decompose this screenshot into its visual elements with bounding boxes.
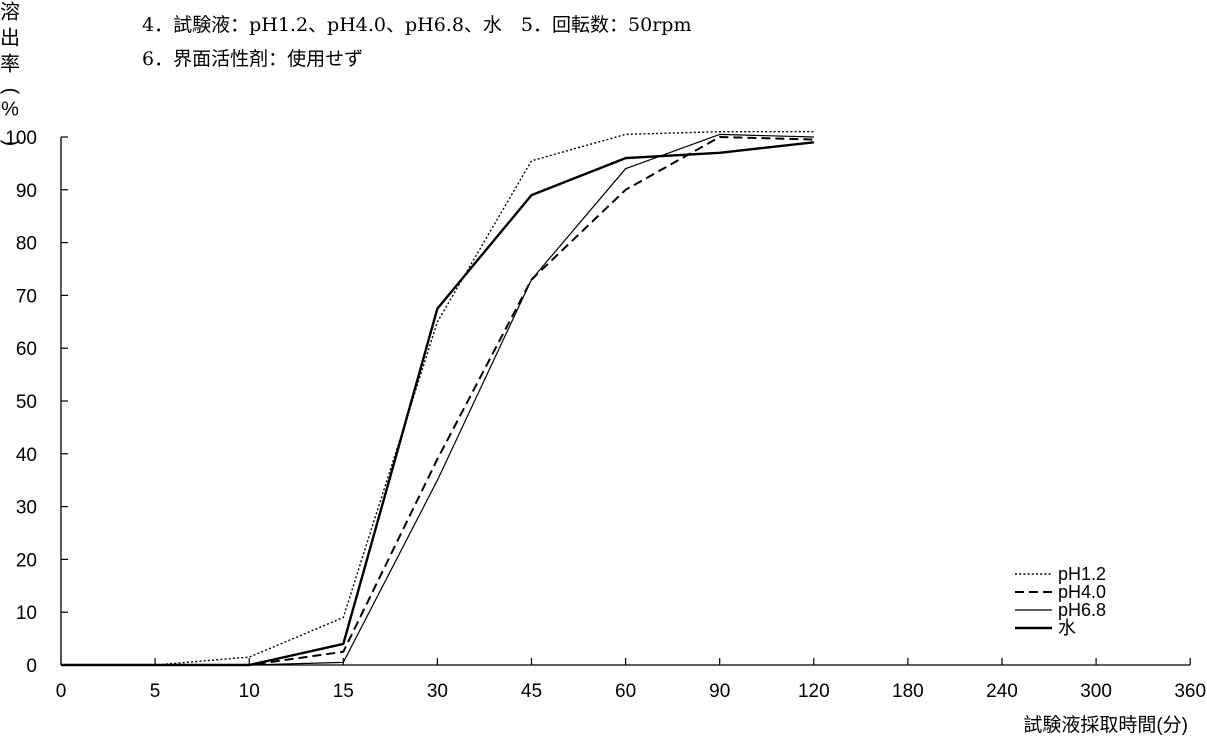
y-tick-label: 30: [16, 498, 37, 519]
series-line-: [61, 141, 814, 667]
x-tick-label: 360: [1174, 681, 1206, 702]
test-conditions-line-1: 4．試験液：pH1.2、pH4.0、pH6.8、水 5．回転数：50rpm: [142, 14, 692, 36]
series-line-ph1-2: [61, 130, 814, 666]
y-axis-label-char: 溶: [0, 0, 20, 23]
x-tick-label: 5: [150, 681, 161, 702]
y-axis-label-char: 出: [0, 26, 20, 49]
plot-series: [61, 130, 814, 667]
y-tick-label: 80: [16, 234, 37, 255]
x-tick-label: 240: [986, 681, 1018, 702]
x-tick-label: 90: [709, 681, 730, 702]
y-tick-label: 90: [16, 181, 37, 202]
x-tick-label: 300: [1080, 681, 1112, 702]
legend-label: 水: [1058, 618, 1076, 638]
y-axis-label: 溶出率 (%): [0, 0, 22, 146]
y-axis-label-char: %: [1, 98, 19, 120]
y-axis-label-char: 率: [0, 52, 20, 75]
y-tick-label: 60: [16, 339, 37, 360]
y-axis: 0 10 20 30 40 50 60 70 80 90 100: [5, 128, 68, 677]
legend-label: pH1.2: [1058, 564, 1106, 584]
y-tick-label: 10: [16, 603, 37, 624]
test-conditions-line-2: 6．界面活性剤：使用せず: [142, 48, 364, 70]
y-tick-label: 100: [5, 128, 37, 149]
y-axis-label-char: (: [0, 88, 22, 95]
series-line-ph4-0: [61, 136, 814, 666]
y-tick-label: 50: [16, 392, 37, 413]
series-line-ph6-8: [61, 133, 814, 666]
x-tick-label: 60: [615, 681, 636, 702]
y-tick-label: 0: [26, 656, 37, 677]
x-tick-label: 180: [892, 681, 924, 702]
x-tick-label: 0: [56, 681, 67, 702]
y-tick-label: 40: [16, 445, 37, 466]
x-tick-label: 30: [427, 681, 448, 702]
x-axis-label: 試験液採取時間(分): [1023, 714, 1188, 736]
legend-label: pH4.0: [1058, 582, 1106, 602]
x-tick-label: 15: [333, 681, 354, 702]
y-axis-label-char: ): [0, 140, 22, 147]
legend-label: pH6.8: [1058, 600, 1106, 620]
x-tick-label: 120: [798, 681, 830, 702]
x-tick-label: 10: [239, 681, 260, 702]
x-tick-label: 45: [521, 681, 542, 702]
y-tick-label: 20: [16, 550, 37, 571]
y-tick-label: 70: [16, 286, 37, 307]
